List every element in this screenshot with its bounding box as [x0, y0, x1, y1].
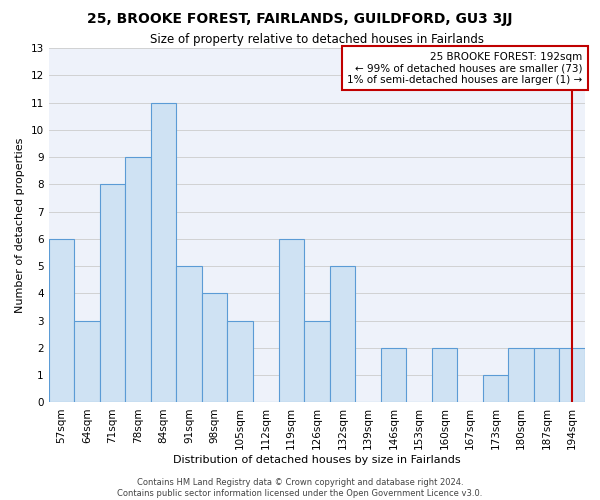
Bar — [49, 239, 74, 402]
Y-axis label: Number of detached properties: Number of detached properties — [15, 138, 25, 313]
Bar — [278, 239, 304, 402]
Bar — [432, 348, 457, 403]
Bar — [304, 320, 329, 402]
Bar — [176, 266, 202, 402]
Bar — [227, 320, 253, 402]
Bar — [508, 348, 534, 403]
Text: Contains HM Land Registry data © Crown copyright and database right 2024.
Contai: Contains HM Land Registry data © Crown c… — [118, 478, 482, 498]
Bar — [100, 184, 125, 402]
Bar — [125, 157, 151, 402]
Text: 25, BROOKE FOREST, FAIRLANDS, GUILDFORD, GU3 3JJ: 25, BROOKE FOREST, FAIRLANDS, GUILDFORD,… — [87, 12, 513, 26]
Bar — [534, 348, 559, 403]
X-axis label: Distribution of detached houses by size in Fairlands: Distribution of detached houses by size … — [173, 455, 461, 465]
Bar — [329, 266, 355, 402]
Bar — [202, 294, 227, 403]
Bar — [483, 375, 508, 402]
Bar — [74, 320, 100, 402]
Bar — [380, 348, 406, 403]
Text: 25 BROOKE FOREST: 192sqm
← 99% of detached houses are smaller (73)
1% of semi-de: 25 BROOKE FOREST: 192sqm ← 99% of detach… — [347, 52, 583, 85]
Title: Size of property relative to detached houses in Fairlands: Size of property relative to detached ho… — [150, 32, 484, 46]
Bar — [559, 348, 585, 403]
Bar — [151, 102, 176, 403]
